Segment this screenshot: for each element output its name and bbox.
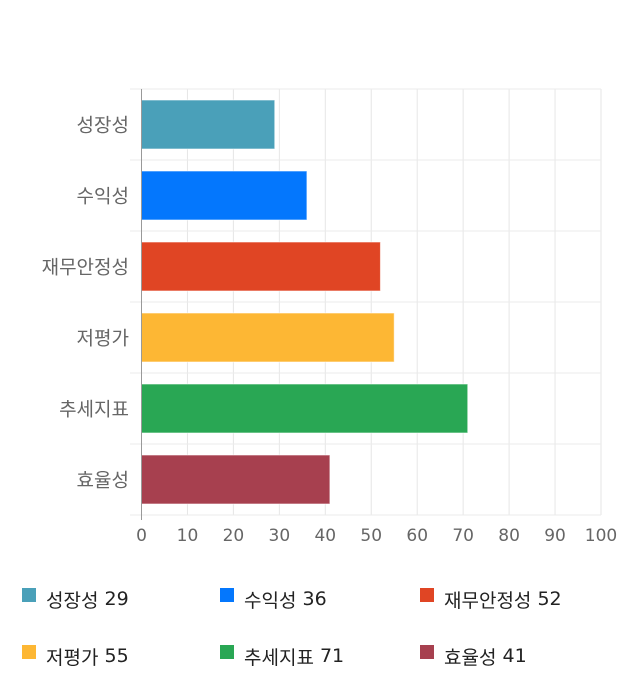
legend-value: 55 — [104, 645, 129, 667]
bar — [141, 454, 331, 505]
legend-swatch — [22, 588, 36, 602]
bar — [141, 312, 395, 363]
legend-item[interactable]: 재무안정성 52 — [420, 586, 562, 612]
y-tick-label: 효율성 — [77, 470, 129, 492]
x-tick-label: 100 — [585, 526, 617, 546]
bar — [141, 383, 469, 434]
legend-item[interactable]: 수익성 36 — [220, 586, 327, 612]
legend-swatch — [220, 645, 234, 659]
legend-value: 71 — [319, 645, 345, 667]
legend-item[interactable]: 성장성 29 — [22, 586, 129, 612]
x-tick-label: 20 — [223, 526, 245, 546]
x-tick-label: 30 — [269, 526, 291, 546]
y-tick-label: 저평가 — [77, 328, 129, 350]
legend-swatch — [22, 645, 36, 659]
legend-label: 성장성 — [46, 589, 99, 612]
bar — [141, 170, 308, 221]
legend-value: 36 — [302, 588, 327, 610]
legend-item[interactable]: 효율성 41 — [420, 643, 527, 669]
y-tick-label: 수익성 — [77, 186, 129, 208]
legend-value: 52 — [537, 588, 562, 610]
legend-swatch — [420, 645, 434, 659]
legend-label: 저평가 — [46, 646, 99, 669]
x-tick-label: 50 — [360, 526, 382, 546]
legend-swatch — [220, 588, 234, 602]
x-tick-label: 0 — [136, 526, 147, 546]
x-tick-label: 40 — [314, 526, 336, 546]
x-tick-label: 80 — [498, 526, 520, 546]
legend-label: 추세지표 — [244, 646, 314, 669]
bar-chart: 0 10 20 30 40 50 60 70 80 90 100 성장성수익성재무안정성저평가추세지표… — [42, 88, 617, 546]
legend-item[interactable]: 추세지표 71 — [220, 643, 344, 669]
y-tick-label: 추세지표 — [59, 399, 129, 421]
x-tick-label: 10 — [177, 526, 199, 546]
legend-item[interactable]: 저평가 55 — [22, 643, 129, 669]
legend-value: 41 — [502, 645, 527, 667]
legend-label: 수익성 — [244, 589, 297, 612]
y-tick-label: 재무안정성 — [42, 257, 129, 279]
legend-label: 재무안정성 — [444, 589, 532, 612]
x-tick-label: 70 — [452, 526, 474, 546]
y-tick-label: 성장성 — [77, 115, 129, 137]
legend-value: 29 — [104, 588, 129, 610]
legend-swatch — [420, 588, 434, 602]
bar — [141, 241, 381, 292]
x-tick-label: 60 — [406, 526, 428, 546]
legend-label: 효율성 — [444, 646, 497, 669]
bar — [141, 99, 276, 150]
x-tick-label: 90 — [544, 526, 566, 546]
